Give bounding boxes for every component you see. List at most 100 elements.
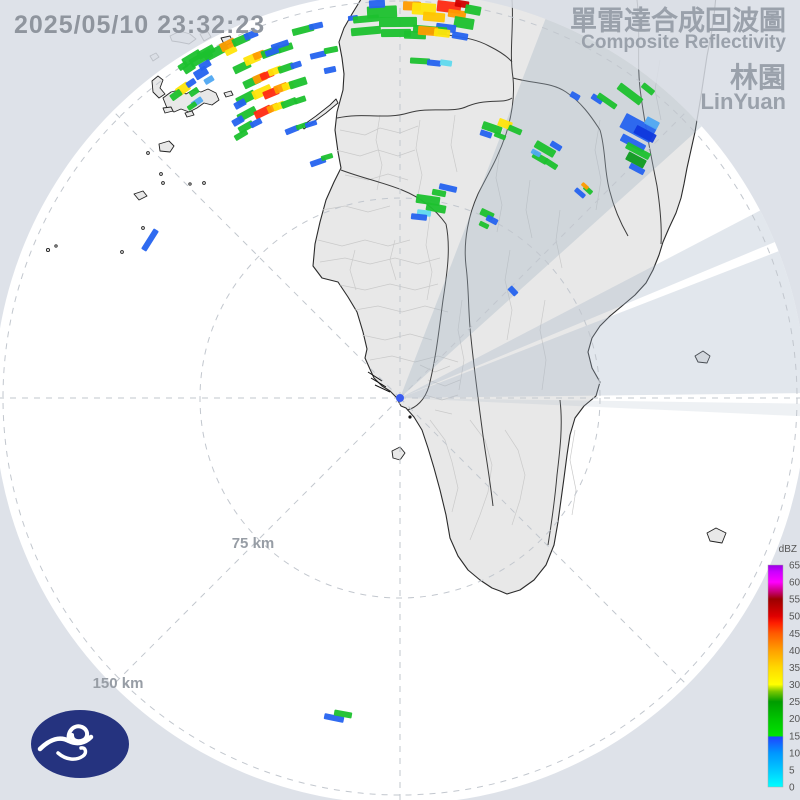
lanyu-island — [706, 527, 727, 544]
echo-cell — [507, 285, 519, 297]
echo-cell — [323, 66, 337, 74]
echo-cell — [549, 140, 563, 152]
station-name-chinese: 林園 — [730, 62, 786, 93]
colorbar-tick-label: 40 — [789, 646, 800, 657]
echo-cell — [284, 124, 300, 136]
echo-cell — [493, 131, 507, 141]
title-chinese: 單雷達合成回波圖 — [570, 5, 786, 36]
colorbar-tick-label: 5 — [789, 765, 795, 776]
taiwan-map — [45, 0, 727, 595]
echo-cell — [409, 57, 431, 65]
echo-cell — [574, 187, 586, 199]
blockage-wedge — [400, 242, 800, 398]
colorbar-unit-label: dBZ — [779, 544, 797, 555]
station-name-english: LinYuan — [700, 89, 786, 114]
azimuth-line — [113, 397, 401, 685]
echo-cell — [276, 42, 294, 54]
colorbar-gradient — [767, 564, 784, 788]
echo-cell — [507, 124, 523, 136]
echo-cell — [308, 21, 324, 31]
echo-cell — [182, 61, 196, 75]
echo-cell — [569, 91, 581, 101]
colorbar-tick-label: 45 — [789, 629, 800, 640]
radar-station-marker — [396, 394, 404, 402]
echo-cell — [141, 228, 159, 252]
echo-cell — [291, 24, 315, 36]
city-dot — [408, 415, 412, 419]
harbor-lines — [367, 371, 391, 393]
echo-cell — [368, 0, 386, 9]
echo-cell — [251, 84, 273, 100]
radar-echoes — [141, 0, 660, 723]
echo-cell — [619, 133, 647, 153]
echo-cell — [464, 4, 482, 16]
echo-cell — [581, 182, 589, 190]
echo-cell — [485, 214, 499, 226]
echo-cell — [243, 29, 259, 41]
colorbar-tick-label: 65 — [789, 561, 800, 572]
echo-cell — [417, 25, 439, 37]
echo-cell — [641, 82, 655, 96]
echo-cell — [633, 125, 657, 143]
echo-cell — [431, 188, 447, 198]
echo-cell — [288, 76, 308, 90]
echo-cell — [177, 61, 189, 71]
echo-cell — [188, 87, 200, 97]
range-ring-labels: 75 km 150 km — [93, 535, 275, 692]
echo-cell — [478, 220, 490, 230]
echo-cell — [264, 47, 280, 57]
echo-cell — [644, 116, 660, 130]
echo-cell — [439, 59, 453, 67]
echo-cell — [169, 89, 183, 101]
azimuth-line — [113, 111, 401, 399]
echo-cell — [543, 158, 559, 170]
echo-cell — [530, 148, 542, 158]
range-ring-label: 150 km — [93, 675, 144, 692]
echo-cell — [185, 78, 197, 88]
colorbar-tick-label: 0 — [789, 783, 795, 794]
colorbar-tick-label: 50 — [789, 612, 800, 623]
echo-cell — [280, 97, 298, 109]
echo-cell — [380, 28, 412, 38]
echo-cell — [320, 153, 334, 161]
echo-cell — [438, 183, 458, 193]
colorbar-tick-label: 20 — [789, 714, 800, 725]
echo-cell — [333, 709, 353, 719]
colorbar-tick-label: 60 — [789, 578, 800, 589]
echo-cell — [231, 115, 245, 127]
echo-cell — [277, 62, 295, 74]
cwb-logo-upper-curl — [66, 724, 90, 744]
township-borders — [317, 59, 662, 541]
echo-cell — [616, 82, 644, 106]
echo-cell — [625, 142, 651, 160]
echo-cell — [426, 59, 442, 67]
blockage-wedge — [400, 199, 797, 398]
colorbar-tick-label: 30 — [789, 680, 800, 691]
timestamp: 2025/05/10 23:32:23 — [14, 11, 265, 39]
echo-cell — [233, 98, 247, 110]
taiwan-coastline — [312, 0, 717, 595]
echo-cell — [422, 11, 446, 23]
echo-cell — [352, 14, 380, 24]
echo-cell — [224, 46, 238, 56]
cwb-logo — [31, 710, 129, 778]
echo-cell — [233, 129, 249, 141]
colorbar-tick-label: 10 — [789, 748, 800, 759]
echo-cell — [453, 16, 475, 30]
range-ring-label: 75 km — [232, 535, 275, 552]
azimuth-line — [399, 397, 687, 685]
echo-cell — [350, 25, 382, 37]
range-ring — [199, 197, 601, 599]
echo-cell — [186, 101, 198, 111]
ludao-island — [694, 350, 711, 364]
blockage-wedge — [400, 398, 800, 418]
echo-cell — [249, 117, 263, 129]
echo-cell — [433, 28, 451, 38]
echo-cell — [293, 95, 307, 105]
cwb-logo-lower-curl — [56, 746, 88, 761]
echo-cell — [196, 44, 216, 60]
